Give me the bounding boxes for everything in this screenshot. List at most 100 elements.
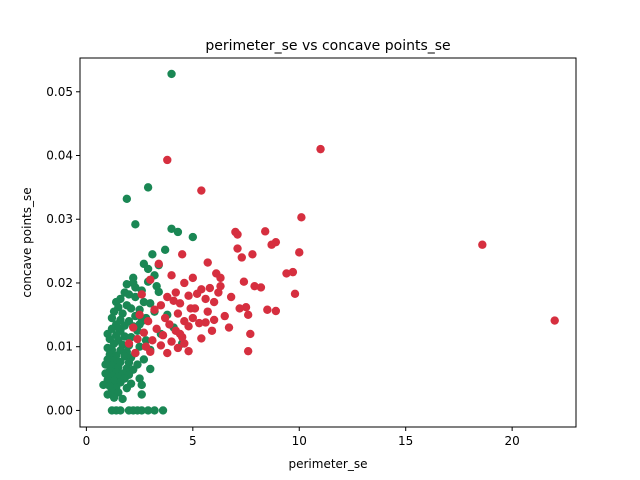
scatter-point-series-0-24	[146, 299, 155, 308]
scatter-point-series-1-1	[163, 155, 172, 165]
scatter-point-series-1-69	[139, 328, 149, 337]
scatter-point-series-1-37	[226, 292, 236, 302]
scatter-point-series-1-74	[148, 336, 157, 345]
scatter-point-series-1-53	[135, 310, 144, 320]
x-tick-label: 20	[504, 434, 519, 448]
scatter-point-series-1-50	[243, 310, 253, 320]
scatter-point-series-1-7	[261, 227, 270, 236]
scatter-point-series-1-84	[131, 348, 140, 358]
scatter-point-series-1-30	[205, 283, 215, 293]
scatter-point-series-0-53	[135, 342, 144, 351]
scatter-point-series-1-49	[203, 307, 212, 316]
scatter-point-series-0-1	[143, 183, 153, 192]
scatter-point-series-1-24	[239, 277, 249, 286]
scatter-point-series-1-81	[243, 346, 253, 356]
scatter-point-series-0-11	[143, 264, 153, 274]
scatter-point-series-0-45	[120, 332, 129, 341]
scatter-point-series-1-62	[201, 318, 210, 327]
y-tick-label: 0.00	[46, 403, 73, 417]
scatter-point-series-0-2	[122, 194, 132, 204]
scatter-point-series-1-16	[203, 258, 212, 267]
scatter-point-series-1-5	[550, 316, 559, 325]
scatter-point-series-1-27	[250, 281, 259, 291]
scatter-point-series-1-23	[188, 273, 198, 283]
scatter-point-series-1-3	[297, 213, 306, 222]
scatter-point-series-1-47	[235, 304, 244, 313]
scatter-point-series-1-68	[246, 329, 255, 339]
scatter-point-series-1-54	[188, 313, 198, 323]
y-tick-label: 0.03	[46, 212, 73, 226]
scatter-point-series-0-105	[137, 406, 146, 415]
scatter-point-series-1-51	[173, 309, 183, 318]
scatter-point-series-1-31	[214, 288, 223, 297]
y-tick-label: 0.01	[46, 340, 73, 354]
scatter-point-series-1-39	[201, 294, 210, 304]
scatter-point-series-1-18	[288, 267, 298, 277]
scatter-point-series-0-33	[107, 313, 117, 323]
scatter-point-series-0-98	[118, 394, 127, 404]
scatter-point-series-1-4	[478, 240, 487, 249]
scatter-point-series-1-85	[163, 348, 172, 358]
scatter-point-series-0-23	[139, 297, 149, 307]
scatter-point-series-0-63	[139, 355, 149, 364]
scatter-point-series-0-88	[99, 380, 108, 390]
scatter-point-series-0-8	[148, 250, 157, 259]
scatter-point-series-0-49	[141, 336, 151, 345]
scatter-point-series-1-32	[290, 289, 300, 298]
scatter-point-series-1-15	[248, 250, 257, 259]
scatter-point-series-0-118	[129, 278, 138, 288]
scatter-point-series-1-21	[216, 273, 225, 283]
chart-title: perimeter_se vs concave points_se	[205, 38, 450, 54]
y-axis-label: concave points_se	[20, 187, 34, 297]
scatter-point-series-0-29	[109, 307, 119, 316]
y-tick-label: 0.05	[46, 85, 73, 99]
scatter-point-series-1-46	[271, 306, 281, 316]
scatter-point-series-0-92	[137, 380, 146, 390]
scatter-point-series-1-19	[282, 269, 291, 278]
scatter-point-series-0-83	[135, 374, 144, 383]
x-tick-label: 10	[292, 434, 307, 448]
scatter-point-series-0-4	[167, 224, 176, 233]
scatter-point-series-0-113	[120, 288, 129, 297]
scatter-point-series-1-58	[195, 318, 204, 328]
scatter-point-series-1-60	[165, 320, 174, 329]
scatter-point-series-1-35	[192, 289, 202, 298]
scatter-point-series-0-78	[101, 369, 110, 378]
scatter-point-series-1-40	[175, 299, 185, 308]
x-axis-label: perimeter_se	[289, 457, 368, 471]
scatter-point-series-0-107	[150, 406, 159, 415]
scatter-point-series-1-61	[184, 322, 193, 331]
scatter-point-series-0-61	[120, 352, 129, 361]
scatter-point-series-0-27	[126, 304, 136, 313]
scatter-point-series-0-91	[122, 383, 132, 393]
points-layer	[99, 69, 559, 415]
scatter-point-series-1-63	[224, 323, 234, 332]
scatter-point-series-1-10	[267, 240, 276, 249]
scatter-point-series-1-12	[233, 244, 242, 253]
scatter-point-series-1-45	[263, 305, 272, 314]
y-tick-label: 0.02	[46, 276, 73, 290]
scatter-point-series-1-76	[180, 339, 189, 348]
scatter-point-series-0-96	[109, 393, 119, 402]
scatter-point-series-0-109	[135, 320, 144, 329]
scatter-point-series-1-72	[197, 334, 206, 343]
scatter-point-series-1-8	[233, 230, 242, 239]
scatter-point-series-1-0	[316, 144, 325, 154]
scatter-point-series-1-67	[207, 326, 217, 335]
scatter-point-series-0-114	[152, 281, 161, 291]
scatter-point-series-1-17	[154, 259, 163, 269]
scatter-point-series-0-0	[167, 69, 176, 79]
scatter-point-series-1-82	[184, 346, 193, 356]
scatter-point-series-1-25	[180, 278, 189, 288]
scatter-point-series-0-46	[126, 332, 136, 342]
scatter-point-series-1-83	[146, 347, 155, 356]
scatter-point-series-1-2	[197, 186, 206, 195]
scatter-point-series-1-43	[241, 302, 251, 312]
y-axis-ticks: 0.00 0.01 0.02 0.03 0.04 0.05	[46, 85, 80, 417]
x-axis-ticks: 0 5 10 15 20	[83, 427, 520, 448]
scatter-point-series-1-75	[167, 337, 176, 346]
scatter-point-series-0-119	[114, 323, 123, 332]
scatter-point-series-0-69	[101, 360, 110, 369]
